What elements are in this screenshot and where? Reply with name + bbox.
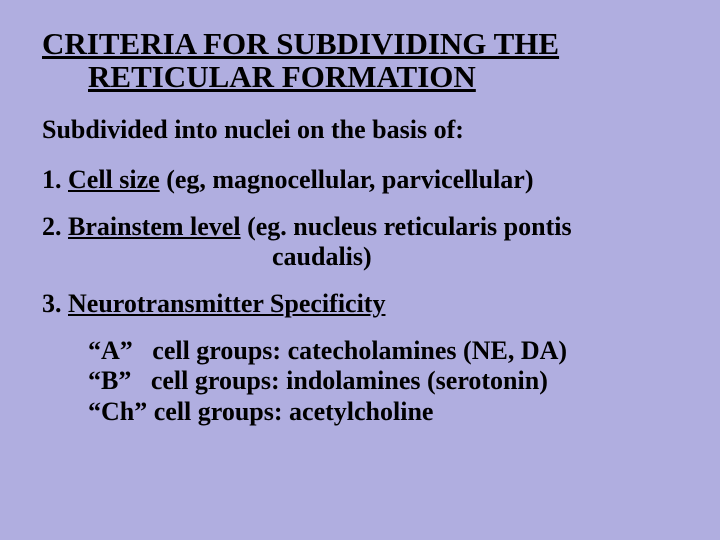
title-line-1: CRITERIA FOR SUBDIVIDING THE [42, 28, 678, 61]
sublist-label: “Ch” [88, 397, 147, 426]
item-number: 1. [42, 165, 68, 194]
criterion-2: 2. Brainstem level (eg. nucleus reticula… [42, 212, 678, 273]
sublist-label: “B” [88, 366, 131, 395]
item-number: 2. [42, 212, 68, 241]
item-continuation: caudalis) [42, 242, 678, 273]
sublist-text: cell groups: acetylcholine [154, 397, 434, 426]
criterion-1: 1. Cell size (eg, magnocellular, parvice… [42, 165, 678, 196]
item-number: 3. [42, 289, 68, 318]
sublist-pad [131, 366, 151, 395]
sublist-row-a: “A” cell groups: catecholamines (NE, DA) [88, 336, 678, 367]
item-term: Neurotransmitter Specificity [68, 289, 385, 318]
item-rest: (eg, magnocellular, parvicellular) [160, 165, 534, 194]
criterion-3: 3. Neurotransmitter Specificity [42, 289, 678, 320]
item-term: Brainstem level [68, 212, 241, 241]
item-rest: (eg. nucleus reticularis pontis [241, 212, 572, 241]
intro-text: Subdivided into nuclei on the basis of: [42, 115, 678, 145]
neurotransmitter-sublist: “A” cell groups: catecholamines (NE, DA)… [42, 336, 678, 428]
sublist-label: “A” [88, 336, 133, 365]
title-line-2: RETICULAR FORMATION [42, 61, 678, 94]
slide-title: CRITERIA FOR SUBDIVIDING THE RETICULAR F… [42, 28, 678, 93]
sublist-row-ch: “Ch” cell groups: acetylcholine [88, 397, 678, 428]
sublist-row-b: “B” cell groups: indolamines (serotonin) [88, 366, 678, 397]
sublist-pad [133, 336, 153, 365]
item-term: Cell size [68, 165, 160, 194]
sublist-text: cell groups: catecholamines (NE, DA) [152, 336, 567, 365]
sublist-text: cell groups: indolamines (serotonin) [151, 366, 548, 395]
slide: { "background_color": "#b0aee0", "text_c… [0, 0, 720, 540]
